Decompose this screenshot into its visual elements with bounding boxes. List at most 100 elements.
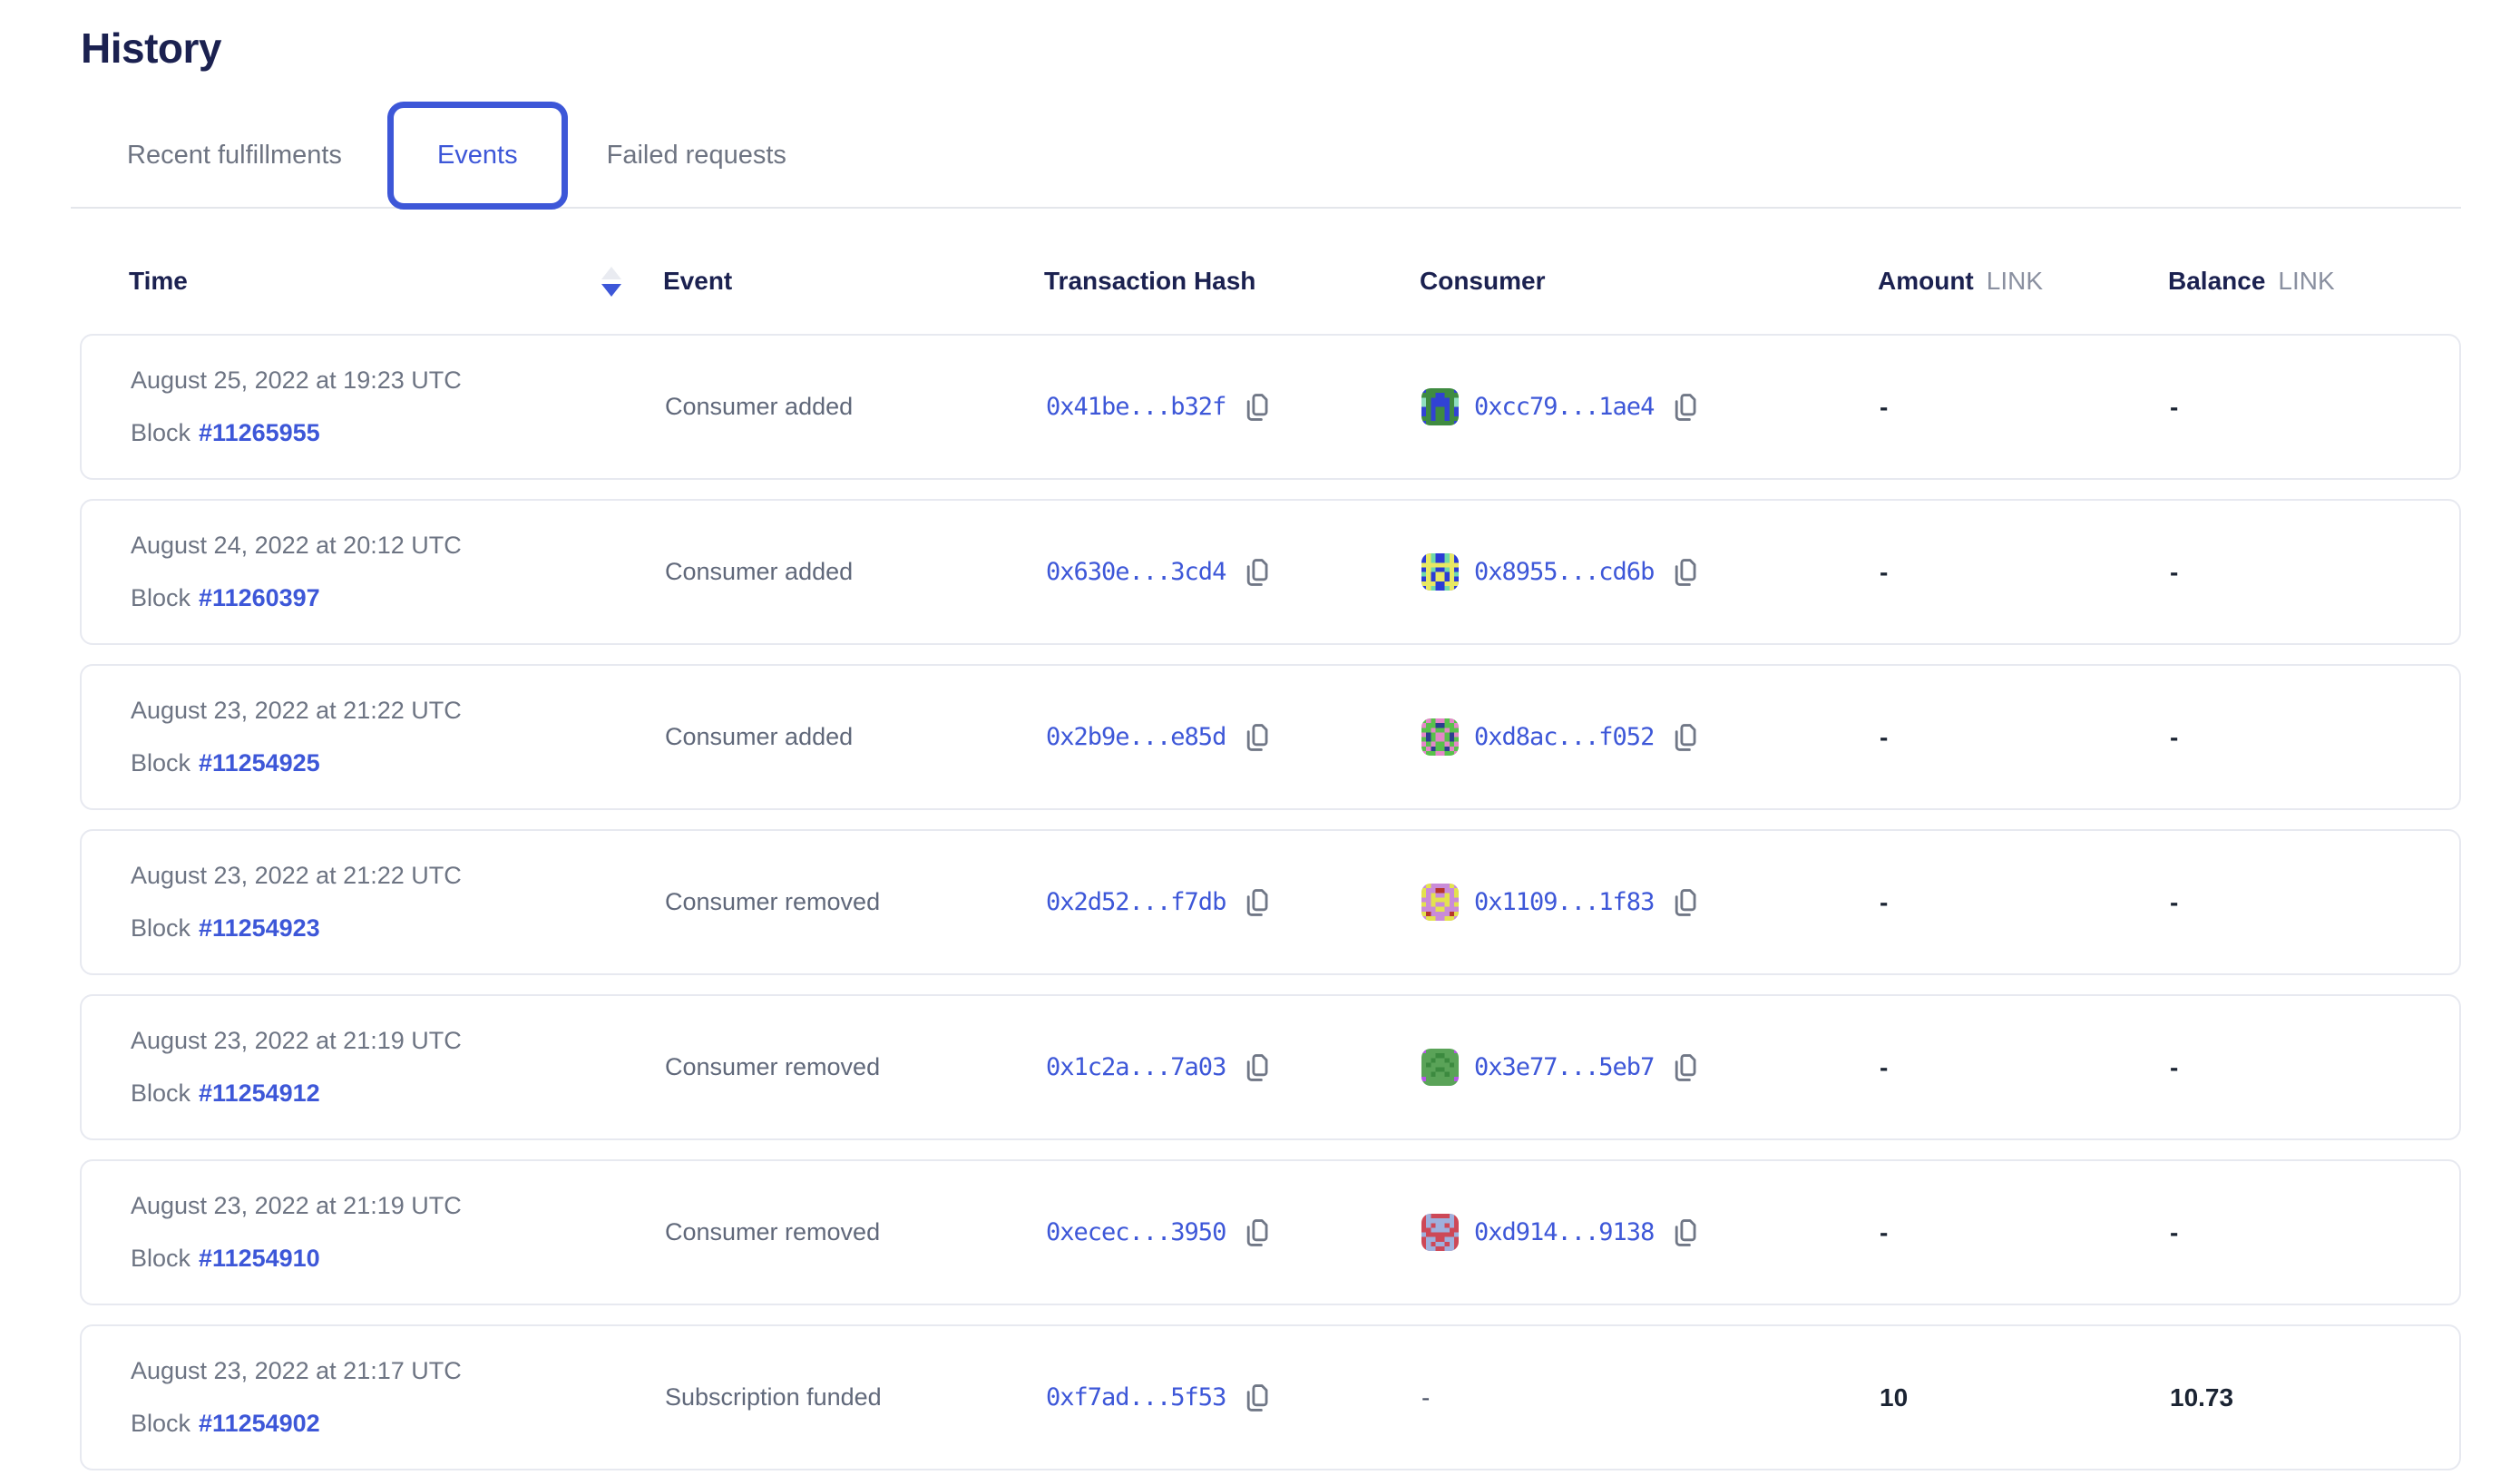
transaction-hash-link[interactable]: 0x1c2a...7a03 (1046, 1053, 1226, 1081)
consumer-avatar (1421, 884, 1459, 921)
table-row: August 23, 2022 at 21:19 UTC Block #11254… (80, 994, 2461, 1140)
consumer-cell: 0x1109...1f83 (1421, 884, 1880, 921)
block-line: Block #11254912 (131, 1079, 665, 1108)
transaction-hash-link[interactable]: 0xf7ad...5f53 (1046, 1383, 1226, 1412)
transaction-hash-cell: 0x1c2a...7a03 (1046, 1052, 1421, 1083)
time-cell: August 23, 2022 at 21:19 UTC Block #11254… (131, 1027, 665, 1108)
block-label: Block (131, 1245, 191, 1272)
consumer-cell: 0x8955...cd6b (1421, 553, 1880, 591)
transaction-hash-link[interactable]: 0x630e...3cd4 (1046, 558, 1226, 586)
block-number-link[interactable]: #11265955 (199, 419, 320, 446)
time-cell: August 25, 2022 at 19:23 UTC Block #11265… (131, 366, 665, 447)
consumer-cell: 0xcc79...1ae4 (1421, 388, 1880, 425)
time-cell: August 24, 2022 at 20:12 UTC Block #11260… (131, 532, 665, 612)
block-number-link[interactable]: #11260397 (199, 584, 320, 611)
balance-cell: - (2170, 557, 2179, 586)
consumer-address[interactable]: 0xcc79...1ae4 (1474, 393, 1655, 421)
transaction-hash-cell: 0x630e...3cd4 (1046, 557, 1421, 588)
time-cell: August 23, 2022 at 21:22 UTC Block #11254… (131, 862, 665, 943)
amount-cell: - (1880, 557, 1889, 586)
copy-icon[interactable] (1240, 722, 1271, 753)
copy-icon[interactable] (1240, 1052, 1271, 1083)
column-header-balance: Balance LINK (2168, 267, 2461, 296)
event-type: Consumer added (665, 558, 854, 585)
consumer-copy-icon[interactable] (1668, 557, 1699, 588)
table-row: August 25, 2022 at 19:23 UTC Block #11265… (80, 334, 2461, 480)
consumer-cell: 0x3e77...5eb7 (1421, 1049, 1880, 1086)
transaction-hash-link[interactable]: 0xecec...3950 (1046, 1218, 1226, 1246)
event-timestamp: August 23, 2022 at 21:19 UTC (131, 1027, 462, 1054)
copy-icon[interactable] (1240, 392, 1271, 423)
balance-cell: - (2170, 392, 2179, 421)
copy-icon[interactable] (1240, 1217, 1271, 1248)
table-header: Time Event Transaction Hash Consumer Amo… (80, 252, 2461, 310)
consumer-copy-icon[interactable] (1668, 887, 1699, 918)
consumer-address[interactable]: 0xd914...9138 (1474, 1218, 1655, 1246)
block-number-link[interactable]: #11254912 (199, 1079, 320, 1107)
column-header-event: Event (663, 267, 733, 295)
transaction-hash-link[interactable]: 0x2b9e...e85d (1046, 723, 1226, 751)
consumer-address[interactable]: 0xd8ac...f052 (1474, 723, 1655, 751)
sort-descending-icon[interactable] (601, 266, 621, 297)
consumer-copy-icon[interactable] (1668, 1217, 1699, 1248)
copy-icon[interactable] (1240, 557, 1271, 588)
consumer-copy-icon[interactable] (1668, 722, 1699, 753)
event-timestamp: August 23, 2022 at 21:22 UTC (131, 697, 462, 724)
block-number-link[interactable]: #11254923 (199, 914, 320, 942)
tab-events-active-box[interactable]: Events (386, 101, 568, 210)
consumer-avatar (1421, 1049, 1459, 1086)
consumer-copy-icon[interactable] (1668, 1052, 1699, 1083)
consumer-address[interactable]: 0x8955...cd6b (1474, 558, 1655, 586)
column-header-time[interactable]: Time (129, 266, 663, 297)
consumer-avatar (1421, 388, 1459, 425)
table-row: August 24, 2022 at 20:12 UTC Block #11260… (80, 499, 2461, 645)
block-number-link[interactable]: #11254902 (199, 1410, 320, 1437)
column-header-amount-unit: LINK (1986, 267, 2044, 295)
column-header-balance-label: Balance (2168, 267, 2266, 295)
transaction-hash-link[interactable]: 0x2d52...f7db (1046, 888, 1226, 916)
consumer-copy-icon[interactable] (1668, 392, 1699, 423)
tab-events[interactable]: Events (436, 140, 518, 170)
consumer-address[interactable]: 0x3e77...5eb7 (1474, 1053, 1655, 1081)
amount-cell: - (1880, 392, 1889, 421)
column-header-consumer: Consumer (1420, 267, 1546, 295)
events-table-body: August 25, 2022 at 19:23 UTC Block #11265… (80, 334, 2461, 1470)
block-label: Block (131, 419, 191, 446)
balance-cell: - (2170, 722, 2179, 751)
event-type: Consumer removed (665, 1218, 881, 1245)
block-number-link[interactable]: #11254925 (199, 749, 320, 777)
transaction-hash-cell: 0xf7ad...5f53 (1046, 1382, 1421, 1413)
sort-down-arrow-icon (601, 283, 621, 297)
amount-cell: - (1880, 722, 1889, 751)
balance-cell: - (2170, 1217, 2179, 1246)
copy-icon[interactable] (1240, 1382, 1271, 1413)
balance-cell: 10.73 (2170, 1382, 2234, 1412)
block-label: Block (131, 914, 191, 942)
block-line: Block #11254925 (131, 749, 665, 777)
event-timestamp: August 25, 2022 at 19:23 UTC (131, 366, 462, 394)
block-line: Block #11260397 (131, 584, 665, 612)
transaction-hash-cell: 0xecec...3950 (1046, 1217, 1421, 1248)
column-header-transaction-hash: Transaction Hash (1044, 267, 1256, 295)
event-type: Consumer added (665, 393, 854, 420)
event-timestamp: August 23, 2022 at 21:17 UTC (131, 1357, 462, 1384)
consumer-address[interactable]: - (1421, 1382, 1431, 1412)
event-type: Consumer removed (665, 888, 881, 915)
tab-recent-fulfillments[interactable]: Recent fulfillments (127, 140, 342, 170)
event-type: Consumer removed (665, 1053, 881, 1080)
block-label: Block (131, 749, 191, 777)
amount-cell: - (1880, 1052, 1889, 1081)
tab-failed-requests[interactable]: Failed requests (606, 140, 786, 170)
block-label: Block (131, 1410, 191, 1437)
block-number-link[interactable]: #11254910 (199, 1245, 320, 1272)
copy-icon[interactable] (1240, 887, 1271, 918)
consumer-address[interactable]: 0x1109...1f83 (1474, 888, 1655, 916)
event-type: Subscription funded (665, 1383, 882, 1411)
time-cell: August 23, 2022 at 21:22 UTC Block #11254… (131, 697, 665, 777)
sort-up-arrow-icon (601, 266, 621, 279)
column-header-amount: Amount LINK (1878, 267, 2168, 296)
transaction-hash-link[interactable]: 0x41be...b32f (1046, 393, 1226, 421)
event-timestamp: August 23, 2022 at 21:22 UTC (131, 862, 462, 889)
consumer-cell: 0xd8ac...f052 (1421, 718, 1880, 756)
column-header-balance-unit: LINK (2278, 267, 2335, 295)
